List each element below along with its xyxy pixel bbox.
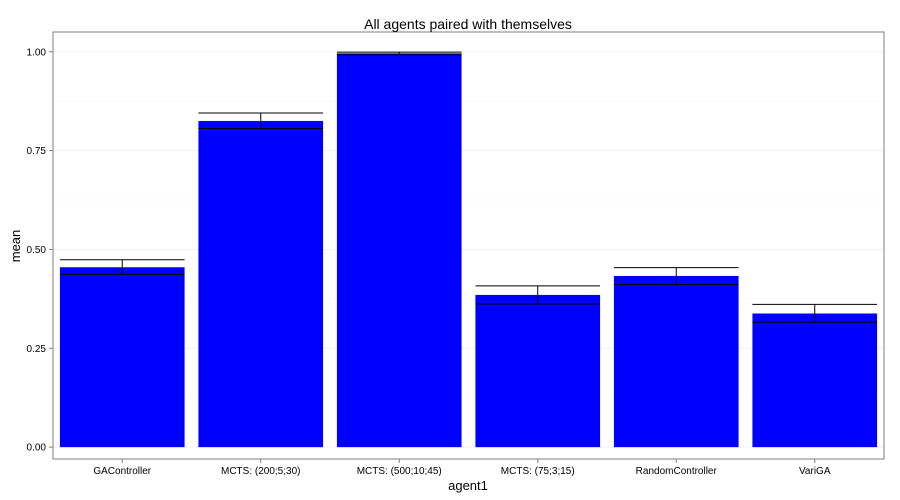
grid-lines — [53, 51, 884, 448]
error-bar — [59, 259, 185, 275]
x-tick-label: VariGA — [799, 466, 831, 477]
error-bar — [336, 51, 462, 56]
y-axis-title: mean — [8, 230, 23, 263]
x-axis-title: agent1 — [448, 478, 488, 493]
y-tick-label: 0.25 — [27, 344, 47, 355]
x-axis: GAController MCTS: (200;5;30) MCTS: (500;1… — [93, 459, 831, 477]
y-tick-label: 0.00 — [27, 443, 47, 454]
x-tick-label: GAController — [93, 466, 151, 477]
x-tick-label: RandomController — [636, 466, 718, 477]
x-tick-label: MCTS: (75;3;15) — [501, 466, 575, 477]
y-axis: 0.00 0.25 0.50 0.75 1.00 — [27, 47, 53, 454]
error-bar — [613, 267, 739, 286]
error-bar — [475, 285, 601, 305]
y-tick-label: 0.75 — [27, 146, 47, 157]
error-bars-group — [59, 51, 878, 323]
bar — [752, 313, 878, 448]
y-tick-label: 1.00 — [27, 47, 47, 58]
bar — [59, 267, 185, 448]
x-tick-label: MCTS: (200;5;30) — [221, 466, 300, 477]
chart-title: All agents paired with themselves — [364, 16, 572, 32]
y-tick-label: 0.50 — [27, 245, 47, 256]
bar — [336, 53, 462, 448]
bar — [198, 120, 324, 448]
bar — [613, 275, 739, 448]
panel-border — [52, 31, 885, 460]
bar — [475, 294, 601, 448]
x-tick-label: MCTS: (500;10;45) — [357, 466, 442, 477]
error-bar — [752, 303, 878, 323]
bars-group — [59, 53, 878, 448]
error-bar — [198, 112, 324, 129]
